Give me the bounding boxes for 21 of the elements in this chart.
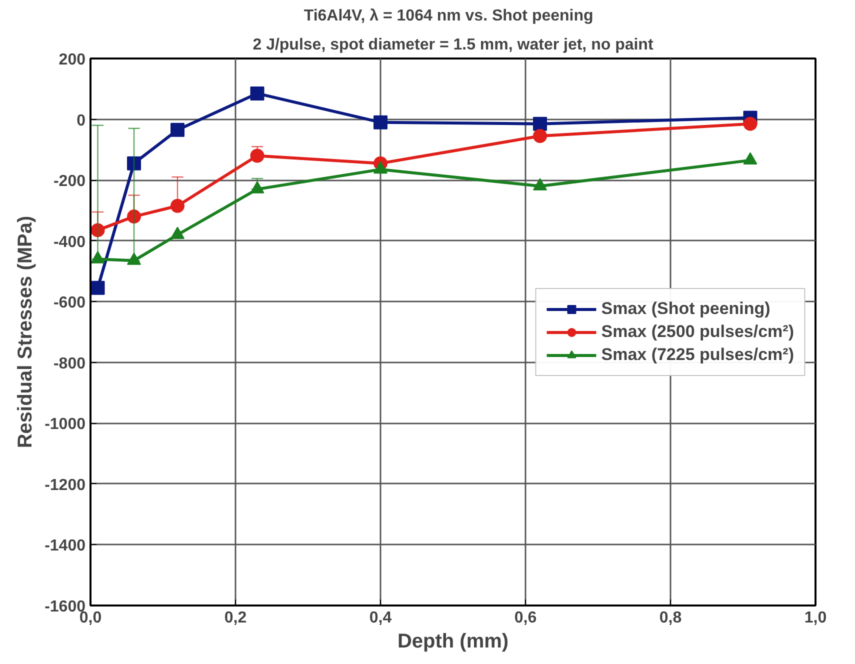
x-tick-label: 1,0 <box>804 610 827 626</box>
x-axis-title: Depth (mm) <box>397 630 509 652</box>
chart-title: Ti6Al4V, λ = 1064 nm vs. Shot peening <box>304 8 594 24</box>
y-tick-label: -600 <box>53 294 86 312</box>
legend-label: Smax (Shot peening) <box>601 298 770 318</box>
y-tick-label: -1000 <box>44 416 86 434</box>
legend-label: Smax (7225 pulses/cm²) <box>601 344 794 364</box>
y-tick-label: 200 <box>58 52 86 68</box>
chart-subtitle: 2 J/pulse, spot diameter = 1.5 mm, water jet, no paint <box>252 36 654 54</box>
legend-label: Smax (2500 pulses/cm²) <box>601 322 794 342</box>
y-tick-label: -200 <box>53 173 86 190</box>
x-tick-label: 0,2 <box>224 610 247 626</box>
y-tick-label: -800 <box>53 355 86 372</box>
y-tick-label: -1200 <box>44 476 86 494</box>
y-tick-label: -1400 <box>44 538 86 555</box>
y-axis-title: Residual Stresses (MPa) <box>14 216 37 448</box>
y-tick-label: 0 <box>76 112 86 130</box>
y-tick-label: -400 <box>53 234 86 251</box>
x-tick-label: 0,4 <box>369 610 392 626</box>
x-tick-label: 0,6 <box>514 610 537 626</box>
x-tick-label: 0,8 <box>659 610 682 626</box>
